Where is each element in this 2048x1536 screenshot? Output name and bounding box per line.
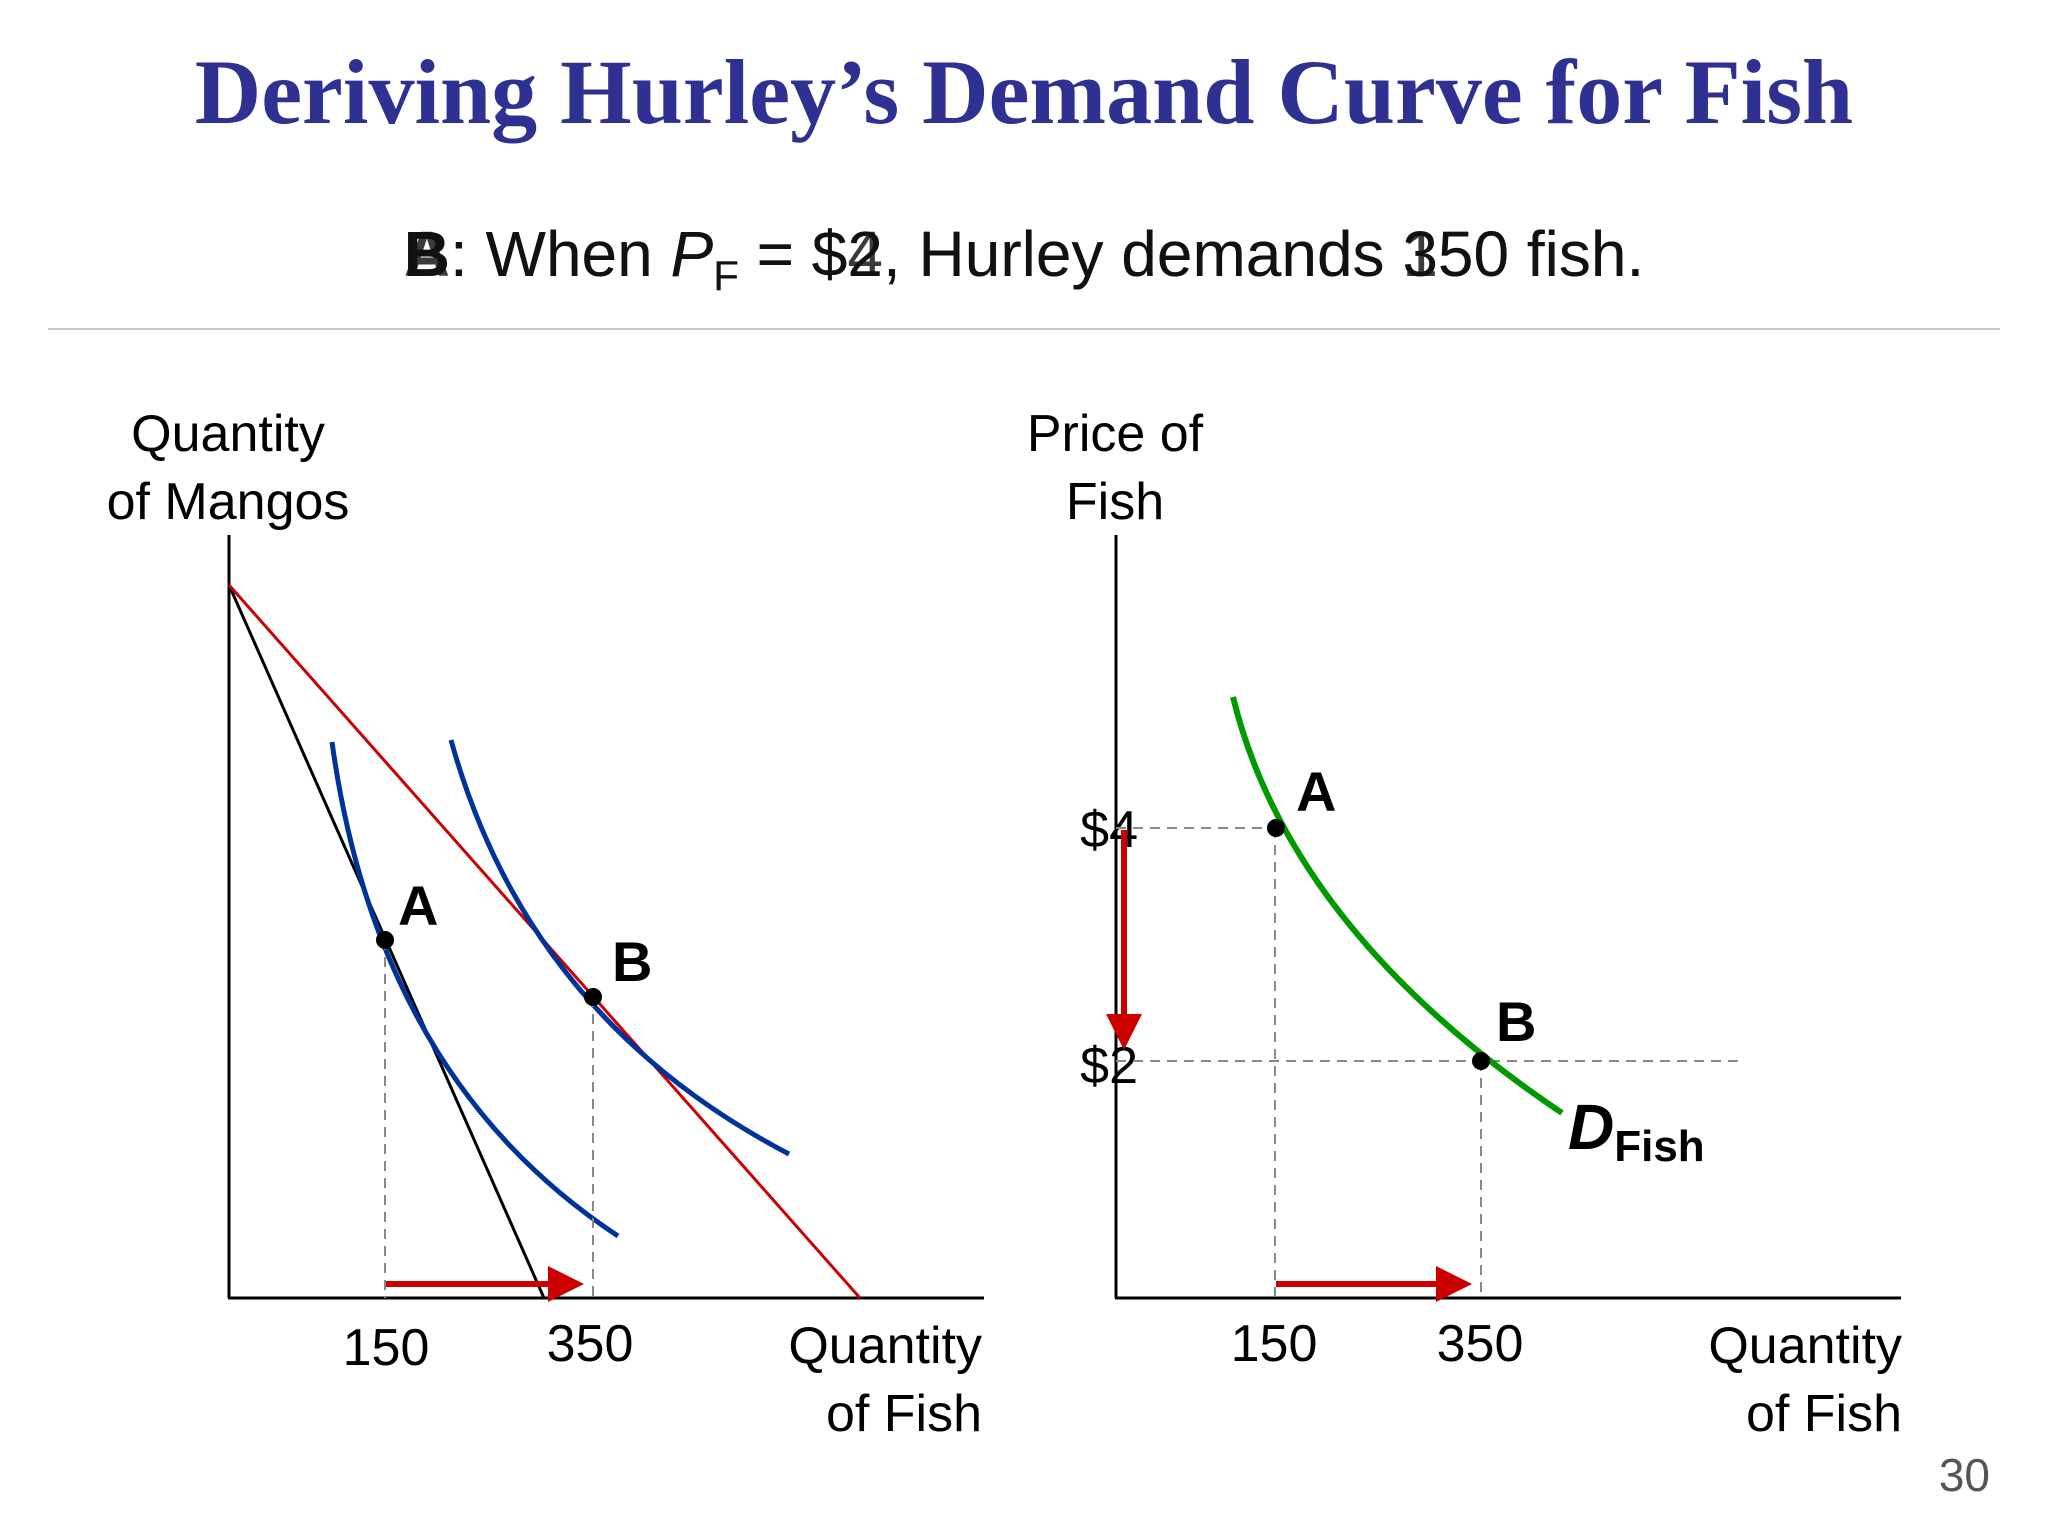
divider-line	[48, 328, 2000, 330]
subtitle-point-b: B: When PF = $2, Hurley demands 350 fish…	[0, 222, 2048, 297]
subtitle-b-after: = $2, Hurley demands 350 fish.	[738, 218, 1645, 290]
subtitle-a-after: = $4, Hurley demands 150 fish.	[738, 218, 1645, 290]
left-point-b	[584, 988, 602, 1006]
subtitle-b-sub: F	[713, 252, 739, 299]
left-xlabel-line1: Quantity	[788, 1317, 982, 1375]
right-y-tick-4: $4	[1080, 801, 1138, 859]
right-y-axis-label: Price of Fish	[990, 400, 1240, 536]
right-x-axis-label: Quantity of Fish	[1620, 1312, 1902, 1448]
right-point-b	[1472, 1052, 1490, 1070]
left-xlabel-line2: of Fish	[825, 1385, 982, 1443]
right-xlabel-line1: Quantity	[1708, 1317, 1902, 1375]
left-x-tick-350: 350	[546, 1315, 634, 1373]
right-ylabel-line1: Price of	[1026, 405, 1204, 463]
subtitle-a-label: A	[403, 218, 450, 290]
subtitle-a-sub: F	[713, 252, 739, 299]
right-point-b-label: B	[1496, 990, 1537, 1053]
subtitle-b-var: P	[670, 218, 714, 290]
left-ylabel-line1: Quantity	[131, 405, 325, 463]
subtitle-b-before: : When	[449, 218, 671, 290]
left-x-axis-label: Quantity of Fish	[700, 1312, 982, 1448]
subtitle-a-before: : When	[449, 218, 671, 290]
page-number: 30	[1938, 1449, 1990, 1501]
subtitle-a-var: P	[670, 218, 714, 290]
left-point-a	[376, 931, 394, 949]
left-ylabel-line2: of Mangos	[106, 473, 350, 531]
left-chart	[227, 535, 984, 1302]
right-xlabel-line2: of Fish	[1745, 1385, 1902, 1443]
subtitle-point-a: A: When PF = $4, Hurley demands 150 fish…	[0, 222, 2048, 297]
left-point-b-label: B	[612, 930, 653, 993]
right-x-tick-150: 150	[1230, 1315, 1318, 1373]
left-x-tick-150: 150	[342, 1319, 430, 1377]
right-point-a	[1267, 819, 1285, 837]
demand-curve-label: DFish	[1568, 1091, 1705, 1169]
indifference-curve-2	[448, 739, 791, 1157]
demand-label-d: D	[1568, 1091, 1615, 1163]
right-ylabel-line2: Fish	[1065, 473, 1165, 531]
right-point-a-label: A	[1296, 760, 1337, 823]
demand-curve-fish	[1230, 696, 1564, 1116]
slide-title: Deriving Hurley’s Demand Curve for Fish	[194, 41, 1854, 143]
left-y-axis-label: Quantity of Mangos	[68, 400, 388, 536]
right-chart	[1106, 535, 1901, 1302]
subtitle-b-label: B	[403, 218, 450, 290]
left-point-a-label: A	[398, 874, 439, 937]
right-x-tick-350: 350	[1436, 1315, 1524, 1373]
indifference-curve-1	[329, 741, 620, 1239]
demand-label-sub: Fish	[1614, 1122, 1705, 1171]
